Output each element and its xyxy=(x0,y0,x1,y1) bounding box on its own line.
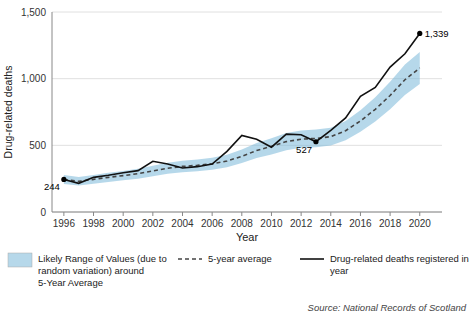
grid-line xyxy=(52,12,442,13)
x-tick xyxy=(419,212,420,216)
legend: Likely Range of Values (due torandom var… xyxy=(8,253,469,288)
annotation: 1,339 xyxy=(425,28,449,39)
highlight-dot xyxy=(313,139,318,144)
legend-label: 5-year average xyxy=(208,253,272,264)
x-tick-label: 2020 xyxy=(409,218,432,229)
x-tick xyxy=(330,212,331,216)
grid-line xyxy=(52,145,442,146)
x-tick xyxy=(390,212,391,216)
x-tick xyxy=(212,212,213,216)
legend-label: Likely Range of Values (due torandom var… xyxy=(38,253,167,288)
y-tick-label: 1,000 xyxy=(21,73,46,84)
x-tick-label: 2006 xyxy=(201,218,224,229)
x-tick-label: 2008 xyxy=(231,218,254,229)
x-tick xyxy=(241,212,242,216)
x-tick-label: 1996 xyxy=(53,218,76,229)
x-tick-label: 2012 xyxy=(290,218,313,229)
x-tick-label: 1998 xyxy=(82,218,105,229)
legend-swatch xyxy=(178,258,202,260)
x-tick-label: 2014 xyxy=(320,218,343,229)
range-band xyxy=(64,52,420,186)
annotation: 527 xyxy=(296,144,312,155)
x-tick xyxy=(271,212,272,216)
x-tick xyxy=(360,212,361,216)
x-tick-label: 2002 xyxy=(142,218,165,229)
chart: 0 500 1,000 1,500 1996 1998 2000 2002 2004 2006 20… xyxy=(0,0,474,319)
legend-swatch xyxy=(8,253,32,267)
x-tick-label: 2004 xyxy=(171,218,194,229)
series-line xyxy=(64,33,420,183)
x-axis-label: Year xyxy=(236,231,259,243)
grid-line xyxy=(52,212,442,213)
x-tick xyxy=(63,212,64,216)
y-axis-label: Drug-related deaths xyxy=(2,66,14,159)
highlight-dot xyxy=(61,177,66,182)
annotation: 244 xyxy=(44,181,60,192)
x-axis xyxy=(52,212,442,213)
x-tick-label: 2018 xyxy=(379,218,402,229)
y-tick-label: 1,500 xyxy=(21,7,46,18)
plot-area xyxy=(61,31,422,186)
highlight-dot xyxy=(417,31,422,36)
x-tick-label: 2010 xyxy=(260,218,283,229)
y-tick-label: 500 xyxy=(29,140,46,151)
x-tick-label: 2000 xyxy=(112,218,135,229)
x-tick xyxy=(182,212,183,216)
source-note: Source: National Records of Scotland xyxy=(308,302,467,313)
legend-label: Drug-related deaths registered inyear xyxy=(330,253,469,276)
x-tick xyxy=(152,212,153,216)
legend-swatch xyxy=(300,258,324,260)
x-tick-label: 2016 xyxy=(349,218,372,229)
x-tick xyxy=(123,212,124,216)
x-tick xyxy=(93,212,94,216)
y-tick-label: 0 xyxy=(40,207,46,218)
series-line xyxy=(64,68,420,181)
x-tick xyxy=(301,212,302,216)
grid-line xyxy=(52,78,442,79)
